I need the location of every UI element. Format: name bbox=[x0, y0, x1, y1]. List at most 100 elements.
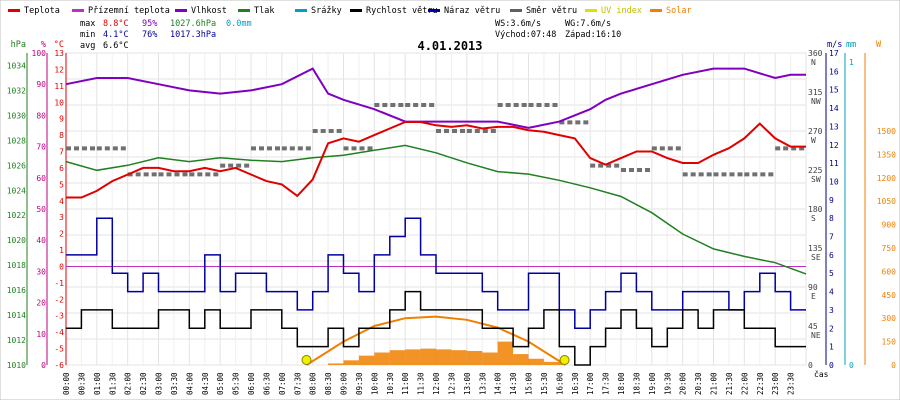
legend-swatch bbox=[585, 9, 597, 12]
x-tick-label: 01:30 bbox=[108, 372, 117, 395]
humidity-tick-label: 30 bbox=[36, 267, 46, 276]
x-tick-label: 23:00 bbox=[771, 372, 780, 395]
legend-label: UV index bbox=[601, 6, 642, 16]
wind-axis-unit: m/s bbox=[827, 40, 842, 50]
axes: 00:00 00:30 01:00 01:30 02:00 02:30 03:00 03:30… bbox=[7, 40, 896, 395]
humidity-tick-label: 70 bbox=[36, 143, 46, 152]
humidity-tick-label: 50 bbox=[36, 205, 46, 214]
direction-compass-label: NE bbox=[811, 331, 821, 340]
rain-axis-unit: mm bbox=[846, 40, 856, 50]
x-tick-label: 09:30 bbox=[355, 372, 364, 395]
solar-axis-unit: W bbox=[876, 40, 882, 50]
stats-min-label: min bbox=[80, 30, 95, 40]
humidity-tick-label: 40 bbox=[36, 236, 46, 245]
x-tick-label: 19:30 bbox=[663, 372, 672, 395]
humidity-tick-label: 100 bbox=[32, 49, 47, 58]
legend-swatch bbox=[295, 9, 307, 12]
chart-title: 4.01.2013 bbox=[417, 39, 482, 53]
rain-tick-label: 0 bbox=[849, 361, 854, 370]
wind-tick-label: 1 bbox=[829, 343, 834, 352]
x-tick-label: 06:30 bbox=[262, 372, 271, 395]
pressure-tick-label: 1034 bbox=[7, 61, 26, 70]
pressure-tick-label: 1018 bbox=[7, 261, 26, 270]
direction-tick-label: 0 bbox=[808, 361, 813, 370]
direction-tick-label: 225 bbox=[808, 166, 823, 175]
solar-tick-label: 600 bbox=[882, 267, 897, 276]
pressure-tick-label: 1026 bbox=[7, 161, 26, 170]
series-line-tlak bbox=[65, 144, 807, 275]
wind-tick-label: 12 bbox=[829, 141, 839, 150]
wind-tick-label: 16 bbox=[829, 67, 839, 76]
legend: Teplota Přízemní teplota Vlhkost Tlak Srážky… bbox=[8, 6, 692, 16]
wind-ws: WS:3.6m/s bbox=[495, 19, 541, 29]
x-tick-label: 14:00 bbox=[494, 372, 503, 395]
stats-min-hum: 76% bbox=[142, 30, 157, 40]
legend-label: Solar bbox=[666, 6, 692, 16]
solar-bar bbox=[543, 361, 566, 365]
x-tick-label: 13:30 bbox=[478, 372, 487, 395]
solar-bar bbox=[436, 349, 452, 365]
x-tick-label: 17:30 bbox=[602, 372, 611, 395]
temperature-tick-label: 1 bbox=[59, 246, 64, 255]
temperature-tick-label: 4 bbox=[59, 197, 64, 206]
wind-tick-label: 3 bbox=[829, 306, 834, 315]
legend-swatch bbox=[350, 9, 362, 12]
x-tick-label: 20:00 bbox=[679, 372, 688, 395]
wind-tick-label: 0 bbox=[829, 361, 834, 370]
temperature-tick-label: 12 bbox=[54, 65, 64, 74]
stats-max-rain: 0.0mm bbox=[226, 19, 252, 29]
solar-bar bbox=[405, 349, 421, 365]
temperature-tick-label: 3 bbox=[59, 213, 64, 222]
stats-max-temp: 8.8°C bbox=[103, 19, 129, 29]
wind-tick-label: 14 bbox=[829, 104, 839, 113]
humidity-tick-label: 0 bbox=[41, 361, 46, 370]
x-tick-label: 19:00 bbox=[648, 372, 657, 395]
stats-avg-temp: 6.6°C bbox=[103, 41, 129, 51]
temperature-tick-label: 8 bbox=[59, 131, 64, 140]
x-tick-label: 05:00 bbox=[216, 372, 225, 395]
solar-bar bbox=[374, 352, 390, 365]
temperature-tick-label: 11 bbox=[54, 82, 64, 91]
solar-bar bbox=[528, 358, 544, 365]
x-tick-label: 22:30 bbox=[756, 372, 765, 395]
direction-tick-label: 180 bbox=[808, 205, 823, 214]
solar-bar bbox=[328, 363, 344, 365]
legend-label: Srážky bbox=[311, 6, 342, 16]
solar-tick-label: 300 bbox=[882, 314, 897, 323]
legend-label: Směr větru bbox=[526, 6, 577, 16]
wind-tick-label: 13 bbox=[829, 122, 839, 131]
pressure-tick-label: 1024 bbox=[7, 186, 26, 195]
wind-tick-label: 17 bbox=[829, 49, 839, 58]
temperature-tick-label: 0 bbox=[59, 262, 64, 271]
solar-tick-label: 150 bbox=[882, 338, 897, 347]
wind-tick-label: 7 bbox=[829, 233, 834, 242]
x-tick-label: 02:30 bbox=[139, 372, 148, 395]
stats-min-press: 1017.3hPa bbox=[170, 30, 216, 40]
temperature-tick-label: -4 bbox=[54, 328, 64, 337]
pressure-axis-unit: hPa bbox=[11, 40, 26, 50]
x-tick-label: 15:00 bbox=[525, 372, 534, 395]
legend-label: Rychlost větru bbox=[366, 6, 438, 16]
solar-tick-label: 1500 bbox=[877, 127, 896, 136]
pressure-tick-label: 1012 bbox=[7, 336, 26, 345]
humidity-tick-label: 60 bbox=[36, 174, 46, 183]
x-tick-label: 09:00 bbox=[340, 372, 349, 395]
stats-min-temp: 4.1°C bbox=[103, 30, 129, 40]
temperature-tick-label: 10 bbox=[54, 98, 64, 107]
sunset: Západ:16:10 bbox=[565, 30, 621, 40]
wind-tick-label: 10 bbox=[829, 177, 839, 186]
legend-swatch bbox=[428, 9, 440, 12]
wind-stats-block: WS:3.6m/s WG:7.6m/s Východ:07:48 Západ:1… bbox=[495, 19, 621, 40]
legend-swatch bbox=[175, 9, 187, 12]
x-tick-label: 12:30 bbox=[447, 372, 456, 395]
pressure-tick-label: 1014 bbox=[7, 311, 26, 320]
direction-tick-label: 45 bbox=[808, 322, 818, 331]
direction-compass-label: NW bbox=[811, 97, 821, 106]
solar-bar bbox=[497, 341, 514, 365]
legend-swatch bbox=[510, 9, 522, 12]
solar-bar bbox=[358, 355, 375, 365]
temperature-tick-label: -5 bbox=[54, 345, 64, 354]
wind-tick-label: 11 bbox=[829, 159, 839, 168]
